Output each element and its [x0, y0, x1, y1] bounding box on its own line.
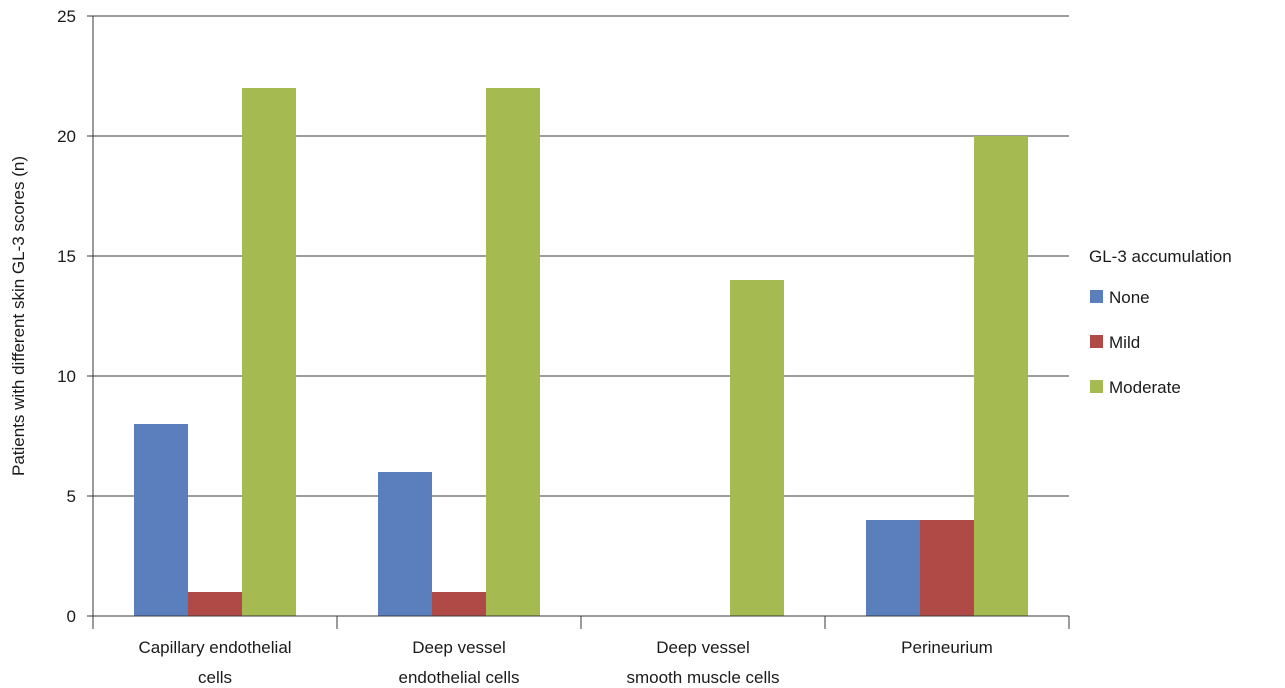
- x-category-label-line: Capillary endothelial: [138, 638, 291, 657]
- legend-label: None: [1109, 288, 1150, 307]
- bar-none: [866, 520, 920, 616]
- legend-swatch-none: [1090, 290, 1103, 303]
- y-tick-label: 10: [57, 367, 76, 386]
- bar-mild: [920, 520, 974, 616]
- x-category-label-line: Perineurium: [901, 638, 993, 657]
- x-category-label-line: Deep vessel: [656, 638, 750, 657]
- x-category-label-line: cells: [198, 668, 232, 687]
- gridlines: [93, 15, 1069, 497]
- axes: [87, 15, 1070, 629]
- x-category-label: Deep vessel endothelial cells: [399, 638, 520, 687]
- x-category-label: Perineurium: [901, 638, 993, 657]
- y-tick-labels: 0 5 10 15 20 25: [57, 7, 76, 626]
- y-tick-label: 25: [57, 7, 76, 26]
- legend-label: Moderate: [1109, 378, 1181, 397]
- x-category-label-line: smooth muscle cells: [626, 668, 779, 687]
- bar-none: [378, 472, 432, 616]
- x-category-label: Capillary endothelial cells: [138, 638, 291, 687]
- y-axis-title: Patients with different skin GL-3 scores…: [9, 156, 28, 476]
- bar-moderate: [730, 280, 784, 616]
- legend-label: Mild: [1109, 333, 1140, 352]
- legend-title: GL-3 accumulation: [1089, 247, 1232, 266]
- bar-moderate: [486, 88, 540, 616]
- y-tick-label: 5: [67, 487, 76, 506]
- y-tick-label: 20: [57, 127, 76, 146]
- legend-swatch-moderate: [1090, 380, 1103, 393]
- x-category-label-line: Deep vessel: [412, 638, 506, 657]
- bar-mild: [188, 592, 242, 616]
- bar-moderate: [242, 88, 296, 616]
- x-category-label: Deep vessel smooth muscle cells: [626, 638, 779, 687]
- legend-swatch-mild: [1090, 335, 1103, 348]
- y-tick-label: 15: [57, 247, 76, 266]
- bar-mild: [432, 592, 486, 616]
- bar-none: [134, 424, 188, 616]
- legend: GL-3 accumulation None Mild Moderate: [1089, 247, 1232, 397]
- x-category-label-line: endothelial cells: [399, 668, 520, 687]
- bar-moderate: [974, 136, 1028, 616]
- y-tick-label: 0: [67, 607, 76, 626]
- x-category-labels: Capillary endothelial cells Deep vessel end…: [138, 638, 992, 687]
- bars: [134, 88, 1028, 616]
